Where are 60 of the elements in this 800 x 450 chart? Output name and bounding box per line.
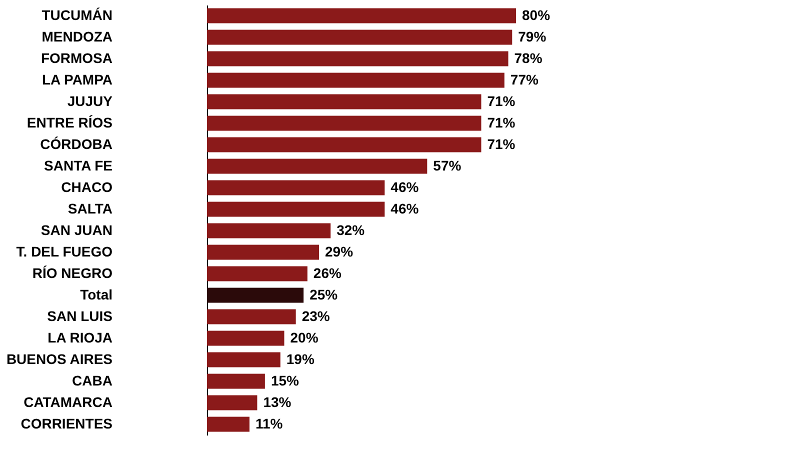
data-label: 71%	[487, 114, 516, 130]
bar	[207, 158, 428, 174]
bar	[207, 137, 482, 152]
data-label: 46%	[390, 200, 420, 216]
y-tick-label: CORRIENTES	[20, 415, 112, 432]
data-label: 25%	[310, 286, 338, 302]
bar	[207, 30, 512, 45]
y-tick-label: MENDOZA	[42, 28, 112, 44]
bar	[207, 395, 258, 410]
y-tick-label: BUENOS AIRES	[6, 350, 112, 367]
data-label: 29%	[325, 243, 354, 260]
bar	[207, 116, 482, 131]
bar	[207, 72, 504, 88]
data-label: 19%	[286, 350, 315, 367]
data-label: 71%	[487, 136, 516, 152]
data-label: 15%	[270, 372, 300, 388]
data-label: 23%	[302, 308, 330, 324]
data-label: 80%	[522, 6, 551, 23]
y-tick-label: CÓRDOBA	[40, 136, 112, 152]
bar	[207, 266, 308, 282]
y-tick-label: SALTA	[68, 200, 112, 216]
y-tick-label: FORMOSA	[40, 50, 112, 66]
data-label: 46%	[390, 178, 420, 195]
data-label: 57%	[433, 157, 462, 174]
data-label: 79%	[518, 28, 547, 44]
y-tick-label: SAN LUIS	[47, 308, 112, 324]
bar	[207, 244, 320, 260]
data-label: 78%	[514, 50, 543, 66]
y-tick-label: SAN JUAN	[40, 222, 112, 238]
data-label: 13%	[263, 394, 292, 410]
y-tick-label: T. DEL FUEGO	[16, 243, 113, 260]
bar	[207, 202, 385, 217]
bar	[207, 51, 508, 66]
bar	[207, 330, 284, 346]
y-tick-label: CHACO	[61, 178, 113, 195]
y-tick-label: CABA	[72, 372, 112, 388]
bar	[207, 8, 516, 24]
bar	[207, 352, 280, 368]
bar	[207, 288, 304, 303]
data-label: 32%	[336, 222, 366, 238]
y-tick-label: JUJUY	[67, 92, 114, 109]
bar	[207, 374, 265, 389]
data-label: 26%	[313, 264, 342, 281]
bar	[207, 94, 482, 110]
y-tick-label: LA RIOJA	[48, 329, 112, 346]
data-label: 71%	[487, 92, 516, 109]
y-tick-label: Total	[80, 286, 112, 302]
y-tick-label: LA PAMPA	[42, 71, 112, 88]
y-tick-label: CATAMARCA	[24, 394, 112, 410]
y-tick-label: TUCUMÁN	[42, 6, 112, 23]
y-tick-label: RÍO NEGRO	[32, 264, 113, 281]
y-tick-label: SANTA FE	[44, 157, 112, 174]
data-label: 20%	[290, 329, 319, 346]
y-tick-label: ENTRE RÍOS	[26, 114, 112, 130]
data-label: 77%	[510, 71, 539, 88]
bar	[207, 180, 385, 196]
data-label: 11%	[255, 415, 284, 432]
bar	[207, 223, 331, 238]
bar	[207, 309, 296, 324]
bar	[207, 416, 250, 432]
